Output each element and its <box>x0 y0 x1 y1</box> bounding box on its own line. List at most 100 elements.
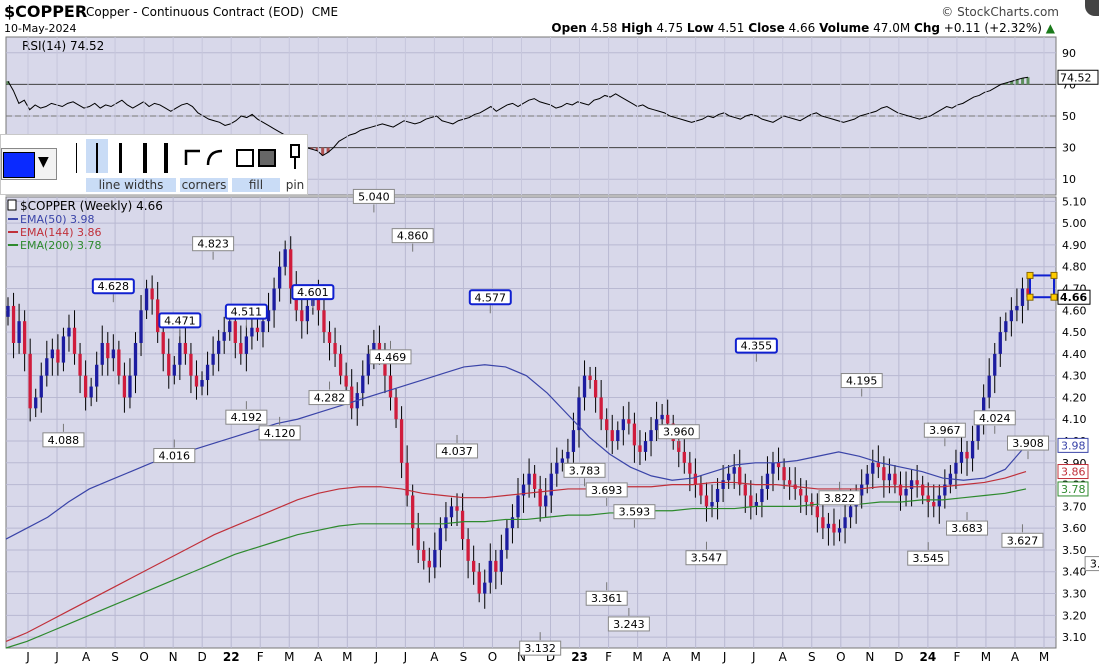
x-tick-label: J <box>722 650 727 664</box>
price-label-text: 3.593 <box>619 506 651 519</box>
x-tick-label: O <box>139 650 148 664</box>
candle-body <box>532 473 537 489</box>
x-tick-label: 24 <box>920 650 937 664</box>
price-tick-label: 4.50 <box>1062 326 1087 339</box>
candle-body <box>1026 288 1030 298</box>
candle-body <box>283 249 287 267</box>
candle-body <box>555 462 559 474</box>
price-label-box <box>607 616 650 632</box>
square-corner-icon[interactable] <box>182 147 202 167</box>
candle-body <box>837 528 842 533</box>
close-value: 4.66 <box>788 21 816 35</box>
candle-body <box>771 462 775 474</box>
candle-body <box>588 375 592 381</box>
price-label-text: 4.601 <box>297 286 329 299</box>
candle-body <box>383 353 387 376</box>
candle-body <box>915 480 919 485</box>
candle-body <box>904 488 908 496</box>
candle-body <box>1020 288 1025 306</box>
candle-body <box>726 473 731 481</box>
price-tick-label: 4.20 <box>1062 391 1087 404</box>
line-width-1-button[interactable] <box>68 139 86 173</box>
price-tick-label: 3.50 <box>1062 544 1087 557</box>
price-label-text: 4.628 <box>98 280 130 293</box>
ema-value-badge-text: 3.98 <box>1061 439 1086 452</box>
candle-body <box>377 342 382 354</box>
candle-body <box>760 488 764 503</box>
candle-body <box>333 342 337 354</box>
candle-body <box>144 288 149 311</box>
candle-body <box>205 364 210 381</box>
candle-body <box>494 560 498 572</box>
candle-body <box>826 523 831 529</box>
price-tick-label: 3.70 <box>1062 500 1087 513</box>
annotation-toolbar: ▼ line widths corners fill pin <box>0 134 308 195</box>
price-tick-label: 4.60 <box>1062 304 1087 317</box>
rsi-value-badge <box>1057 69 1099 85</box>
candle-body <box>411 495 415 529</box>
price-label-box <box>42 432 85 448</box>
corner-tab[interactable] <box>1085 0 1099 16</box>
candle-body <box>1009 310 1014 322</box>
candle-body <box>699 484 703 496</box>
price-label-text: 3.967 <box>929 424 961 437</box>
candle-body <box>544 495 548 507</box>
pin-icon[interactable] <box>287 143 303 171</box>
price-label-text: 3.908 <box>1012 437 1044 450</box>
price-label-box <box>158 312 202 329</box>
x-tick-label: A <box>82 650 91 664</box>
candle-body <box>810 502 814 507</box>
price-label-text: 3.683 <box>951 522 983 535</box>
round-corner-icon[interactable] <box>204 147 224 167</box>
candle-body <box>216 340 221 354</box>
candle-body <box>455 506 459 511</box>
candle-body <box>987 375 991 398</box>
candle-body <box>998 332 1002 354</box>
volume-value: 47.0M <box>873 21 911 35</box>
selection-handle <box>1050 293 1058 301</box>
open-value: 4.58 <box>590 21 618 35</box>
candle-body <box>150 288 154 300</box>
candle-body <box>239 342 243 354</box>
price-label-box <box>258 425 301 441</box>
price-label-box <box>1084 556 1099 572</box>
candle-body <box>11 305 16 343</box>
line-widths-group: line widths <box>64 135 176 194</box>
line-width-4-button[interactable] <box>134 139 156 173</box>
x-tick-label: O <box>488 650 497 664</box>
candle-body <box>538 488 542 507</box>
candle-body <box>100 342 104 365</box>
candle-body <box>460 510 465 540</box>
price-label-text: 3.520 <box>1090 558 1099 571</box>
x-tick-label: N <box>517 650 526 664</box>
price-label-box <box>519 640 562 656</box>
candle-body <box>882 467 886 481</box>
x-tick-label: A <box>663 650 672 664</box>
candle-body <box>943 484 947 496</box>
price-label-box <box>192 236 235 252</box>
price-label-text: 4.355 <box>741 340 773 353</box>
line-width-2-button[interactable] <box>86 139 108 173</box>
pin-label: pin <box>285 178 305 192</box>
price-label-box <box>946 520 989 536</box>
candle-body <box>898 484 903 496</box>
candle-body <box>327 332 332 343</box>
price-tick-label: 5.00 <box>1062 217 1087 230</box>
fill-label: fill <box>232 178 280 192</box>
price-label-text: 3.545 <box>912 552 944 565</box>
candle-body <box>510 517 515 529</box>
color-picker-button[interactable]: ▼ <box>1 148 57 180</box>
candle-body <box>887 473 892 481</box>
line-width-3-button[interactable] <box>110 139 132 173</box>
candle-body <box>843 517 847 529</box>
line-width-5-button[interactable] <box>156 139 176 173</box>
candle-body <box>893 473 897 485</box>
rsi-value-badge-text: 74.52 <box>1060 71 1092 84</box>
fill-solid-button[interactable] <box>258 149 276 167</box>
high-value: 4.75 <box>656 21 684 35</box>
x-tick-label: F <box>257 650 264 664</box>
price-label-box <box>923 422 966 438</box>
price-label-box <box>585 590 628 606</box>
fill-none-button[interactable] <box>236 149 254 167</box>
x-tick-label: D <box>894 650 903 664</box>
